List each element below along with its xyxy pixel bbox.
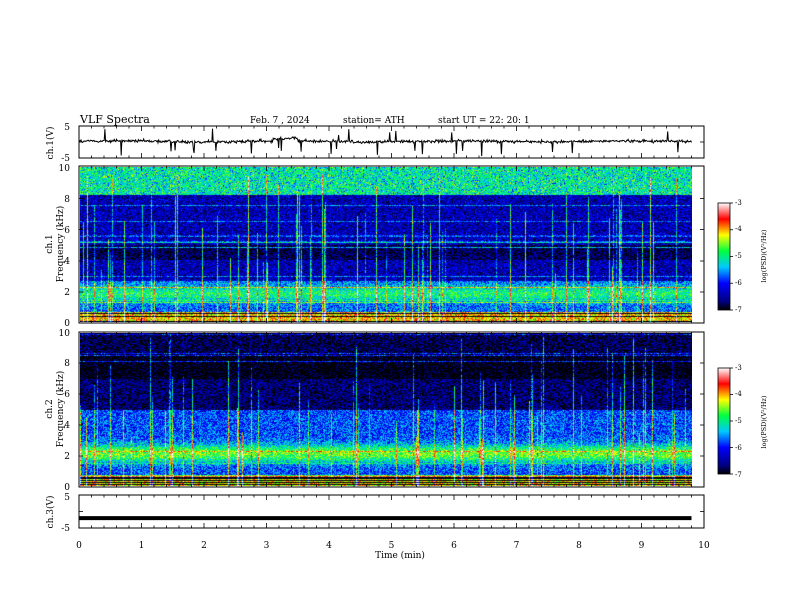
x-tick-label: 0 (76, 541, 82, 551)
ch2-ytick-2: 2 (64, 452, 70, 462)
x-tick-label: 4 (326, 541, 332, 551)
ch1-colorbar: -3 -4 -5 -6 -7 log(PSD)(V²/Hz) (717, 199, 768, 314)
ch1-waveform-panel: 5 -5 ch.1(V) (45, 123, 705, 164)
ch1-spectrogram-ticks (78, 165, 705, 324)
ch2-colorbar-label: log(PSD)(V²/Hz) (760, 395, 768, 448)
ch2-cb-tick-m6: -6 (735, 444, 742, 452)
ch2-cb-tick-m4: -4 (735, 390, 742, 398)
ch2-colorbar: -3 -4 -5 -6 -7 log(PSD)(V²/Hz) (717, 364, 768, 479)
x-axis-tick-labels: 0 1 2 3 4 5 6 7 8 9 10 (76, 541, 710, 551)
ch2-colorbar-ticks (730, 367, 733, 475)
header-station: station= ATH (343, 116, 405, 126)
ch1-ylabel: ch.1(V) (45, 127, 56, 160)
ch1-cb-tick-m3: -3 (735, 199, 742, 207)
ch2-cb-tick-m5: -5 (735, 417, 742, 425)
ch2-ytick-4: 4 (64, 421, 70, 431)
x-tick-label: 9 (639, 541, 645, 551)
ch3-axis-ticks (78, 494, 705, 529)
ch1-trace (78, 128, 692, 157)
x-tick-label: 10 (698, 541, 710, 551)
ch1-ytick-10: 10 (59, 164, 71, 174)
ch2-spectrogram (80, 333, 692, 486)
ch2-spectrogram-panel: 0 2 4 6 8 10 ch.2Frequency (kHz) (45, 329, 705, 493)
ch2-cb-tick-m3: -3 (735, 364, 742, 372)
header-start-time: start UT = 22: 20: 1 (438, 116, 530, 126)
ch1-ytick-8: 8 (64, 195, 70, 205)
ch1-frequency-ylabel: ch.1Frequency (kHz) (45, 206, 66, 283)
ch1-cb-tick-m4: -4 (735, 225, 742, 233)
ch1-ytick-0: 0 (64, 319, 70, 329)
ch1-spectrogram-panel: 0 2 4 6 8 10 ch.1Frequency (kHz) (45, 164, 705, 329)
x-tick-label: 8 (576, 541, 582, 551)
x-tick-label: 3 (264, 541, 270, 551)
x-tick-label: 7 (514, 541, 520, 551)
ch1-cb-tick-m7: -7 (735, 306, 742, 314)
figure-title: VLF Spectra (79, 113, 150, 126)
ch2-ytick-10: 10 (59, 329, 71, 339)
x-tick-label: 1 (139, 541, 145, 551)
ch1-ytick-6: 6 (64, 226, 70, 236)
ch1-axis-ticks (78, 125, 705, 159)
ch1-ytick-bottom: -5 (61, 154, 70, 164)
ch1-colorbar-label: log(PSD)(V²/Hz) (760, 229, 768, 282)
ch2-ytick-0: 0 (64, 483, 70, 493)
x-tick-label: 5 (389, 541, 395, 551)
x-axis-label: Time (min) (375, 550, 425, 561)
ch2-spectrogram-ticks (78, 331, 705, 488)
x-tick-label: 6 (451, 541, 457, 551)
ch1-ytick-top: 5 (64, 123, 70, 133)
ch1-cb-tick-m6: -6 (735, 279, 742, 287)
x-tick-label: 2 (201, 541, 207, 551)
ch3-ytick-top: 5 (64, 493, 70, 503)
ch3-waveform-panel: 5 -5 ch.3(V) (45, 493, 705, 534)
ch3-ylabel: ch.3(V) (45, 496, 56, 529)
ch1-spectrogram (80, 167, 692, 322)
ch1-cb-tick-m5: -5 (735, 252, 742, 260)
header-date: Feb. 7 , 2024 (250, 116, 310, 126)
ch1-colorbar-ticks (730, 202, 733, 311)
ch2-ytick-8: 8 (64, 359, 70, 369)
ch2-frequency-ylabel: ch.2Frequency (kHz) (45, 371, 66, 448)
ch1-ytick-2: 2 (64, 288, 70, 298)
ch2-ytick-6: 6 (64, 390, 70, 400)
ch3-ytick-bottom: -5 (61, 524, 70, 534)
ch2-cb-tick-m7: -7 (735, 471, 742, 479)
ch1-ytick-4: 4 (64, 257, 70, 267)
